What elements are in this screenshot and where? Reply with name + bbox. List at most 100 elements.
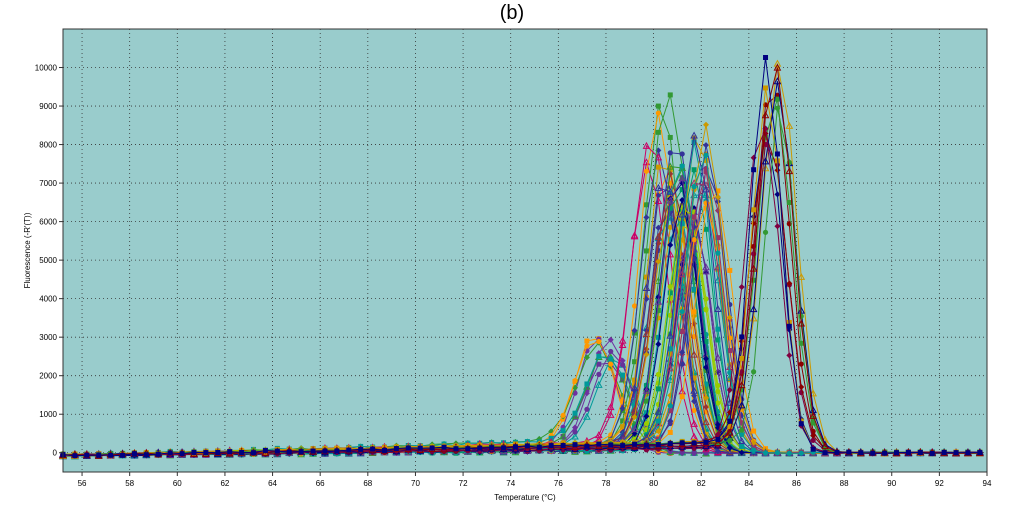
data-point	[643, 410, 649, 416]
data-point	[667, 205, 673, 211]
data-point	[655, 294, 662, 301]
data-point	[738, 449, 745, 456]
data-point	[631, 327, 638, 334]
data-point	[584, 381, 590, 387]
data-point	[798, 450, 804, 456]
data-point	[739, 443, 745, 449]
data-point	[809, 389, 817, 397]
data-point	[643, 383, 649, 389]
data-point	[702, 121, 709, 128]
data-point	[715, 400, 721, 406]
data-point	[667, 224, 673, 230]
data-point	[667, 429, 673, 435]
data-point	[655, 129, 661, 135]
data-point	[702, 185, 710, 193]
data-point	[715, 337, 721, 343]
data-point	[654, 232, 663, 240]
data-point	[703, 339, 709, 345]
data-point	[751, 251, 757, 257]
data-point	[667, 241, 674, 248]
data-point	[643, 248, 649, 254]
chart-title: (b)	[499, 2, 525, 24]
data-point	[667, 418, 674, 425]
data-point	[572, 429, 578, 435]
data-point	[655, 428, 662, 435]
data-point	[643, 214, 650, 221]
data-point	[715, 250, 721, 256]
data-point	[655, 224, 662, 231]
data-point	[678, 270, 687, 278]
data-point	[594, 431, 603, 439]
data-point	[630, 425, 639, 433]
data-point	[690, 419, 698, 427]
data-point	[630, 231, 639, 239]
data-point	[666, 196, 675, 204]
data-point	[667, 290, 673, 296]
data-point	[679, 187, 685, 193]
data-point	[667, 351, 673, 357]
data-point	[642, 386, 651, 394]
data-point	[679, 328, 685, 334]
data-point	[727, 413, 733, 419]
data-point	[608, 348, 614, 355]
data-point	[654, 297, 663, 305]
data-point	[691, 214, 697, 220]
data-point	[643, 413, 650, 420]
data-point	[774, 191, 781, 198]
data-point	[655, 307, 661, 313]
data-point	[643, 351, 650, 358]
data-point	[703, 168, 709, 174]
data-point	[667, 312, 673, 318]
data-point	[667, 408, 673, 414]
data-point	[691, 450, 697, 456]
data-point	[594, 380, 603, 388]
data-point	[714, 304, 722, 312]
data-point	[703, 152, 709, 158]
data-point	[714, 194, 721, 201]
data-point	[703, 157, 709, 163]
data-point	[643, 274, 649, 280]
data-point	[620, 362, 626, 368]
data-point	[786, 450, 792, 456]
data-point	[762, 450, 769, 456]
data-point	[691, 313, 698, 320]
data-point	[702, 355, 709, 362]
data-point	[715, 188, 721, 194]
data-point	[620, 424, 626, 430]
data-point	[761, 164, 770, 172]
data-point	[702, 267, 710, 275]
data-point	[785, 121, 794, 129]
data-point	[631, 430, 638, 437]
data-point	[679, 221, 685, 227]
data-point	[643, 346, 650, 353]
data-point	[774, 450, 781, 456]
data-point	[715, 382, 721, 389]
data-point	[666, 162, 675, 170]
data-point	[654, 153, 663, 161]
data-point	[702, 403, 709, 410]
data-point	[690, 350, 698, 358]
data-point	[714, 446, 722, 454]
data-point	[726, 444, 733, 451]
data-point	[714, 421, 721, 428]
data-point	[690, 386, 698, 394]
data-point	[691, 139, 697, 145]
data-point	[655, 334, 661, 340]
data-point	[666, 187, 675, 195]
data-point	[654, 407, 663, 415]
data-point	[632, 377, 638, 383]
data-point	[691, 286, 697, 292]
data-point	[737, 436, 746, 445]
data-point	[751, 277, 757, 283]
data-point	[751, 447, 757, 453]
data-point	[703, 296, 709, 302]
data-point	[655, 418, 661, 424]
data-point	[655, 110, 661, 116]
data-point	[690, 131, 698, 139]
data-point	[679, 308, 685, 315]
data-point	[560, 412, 566, 418]
data-point	[786, 200, 792, 206]
data-point	[725, 449, 734, 457]
data-point	[691, 237, 697, 243]
data-point	[572, 414, 578, 420]
